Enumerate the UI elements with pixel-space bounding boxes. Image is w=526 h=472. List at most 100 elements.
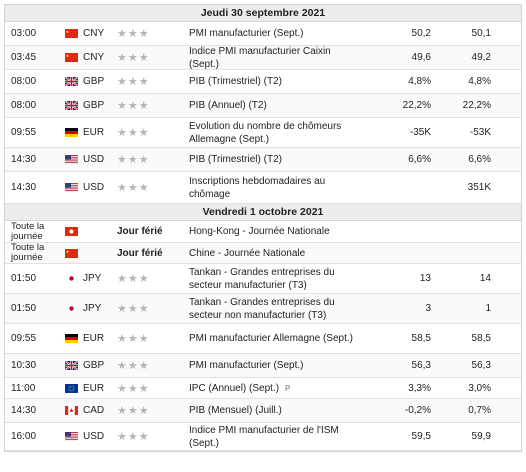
importance-star-icon: ★ xyxy=(127,333,138,345)
event-time: 03:45 xyxy=(11,52,37,63)
event-row[interactable]: 03:45 CNY ★ ★ ★ Indice PMI manufacturier Caix… xyxy=(5,46,521,70)
previous-value xyxy=(435,243,491,263)
event-name[interactable]: Indice PMI manufacturier Caixin (Sept.) xyxy=(189,46,355,70)
actual-value: 6,6% xyxy=(408,154,431,165)
previous-value: 59,9 xyxy=(471,431,491,442)
event-name-text: Hong-Kong - Journée Nationale xyxy=(189,226,330,237)
event-name[interactable]: Tankan - Grandes entreprises du secteur … xyxy=(189,264,355,293)
event-name-text: Chine - Journée Nationale xyxy=(189,247,306,259)
previous-value: 56,3 xyxy=(471,360,491,371)
event-name[interactable]: PIB (Annuel) (T2) xyxy=(189,94,355,117)
event-name-text: Tankan - Grandes entreprises du secteur … xyxy=(189,266,335,291)
event-name[interactable]: Hong-Kong - Journée Nationale xyxy=(189,221,355,242)
event-name[interactable]: IPC (Annuel) (Sept.) P xyxy=(189,378,355,398)
importance-rating: ★ ★ ★ xyxy=(117,324,177,353)
importance-star-icon: ★ xyxy=(117,273,127,285)
importance-star-icon: ★ xyxy=(117,127,127,139)
importance-star-icon: ★ xyxy=(117,76,127,88)
importance-rating: ★ ★ ★ xyxy=(117,399,177,422)
event-name-text: Evolution du nombre de chômeurs Allemagn… xyxy=(189,120,342,145)
event-name-text: PIB (Mensuel) (Juill.) xyxy=(189,405,282,416)
germany-flag-icon xyxy=(65,334,78,343)
event-name[interactable]: Indice PMI manufacturier de l'ISM (Sept.… xyxy=(189,423,355,450)
event-row[interactable]: 01:50 JPY ★ ★ ★ Tankan - Grandes entreprises … xyxy=(5,264,521,294)
importance-star-icon: ★ xyxy=(138,127,149,139)
event-name[interactable]: PIB (Trimestriel) (T2) xyxy=(189,148,355,171)
event-time: 09:55 xyxy=(11,333,37,344)
importance-rating: ★ ★ ★ xyxy=(117,22,177,45)
importance-star-icon: ★ xyxy=(117,303,127,315)
china-flag-icon xyxy=(65,248,78,258)
event-row[interactable]: 16:00 USD ★ ★ ★ Indice PMI manufacturier de l… xyxy=(5,423,521,451)
actual-value: -35K xyxy=(409,127,431,138)
event-name[interactable]: PIB (Trimestriel) (T2) xyxy=(189,70,355,93)
importance-rating: ★ ★ ★ xyxy=(117,148,177,171)
importance-star-icon: ★ xyxy=(127,303,138,315)
actual-value xyxy=(355,243,431,263)
currency-code: USD xyxy=(83,182,105,193)
previous-value: 58,5 xyxy=(471,333,491,344)
currency-code: JPY xyxy=(83,303,102,314)
event-row[interactable]: Toute la journée Jour férié Chine - Journé… xyxy=(5,243,521,264)
currency-code: GBP xyxy=(83,76,105,87)
importance-rating: ★ ★ ★ xyxy=(117,354,177,377)
importance-star-icon: ★ xyxy=(117,182,127,194)
event-row[interactable]: Toute la journée Jour férié Hong-Kong - Jo… xyxy=(5,221,521,243)
importance-star-icon: ★ xyxy=(138,360,149,372)
uk-flag-icon xyxy=(65,361,78,370)
currency-code: JPY xyxy=(83,273,102,284)
event-row[interactable]: 10:30 GBP ★ ★ ★ PMI manufacturier (Sept.) 56,3… xyxy=(5,354,521,378)
previous-value: 6,6% xyxy=(468,154,491,165)
event-row[interactable]: 14:30 USD ★ ★ ★ Inscriptions hebdomadaires au… xyxy=(5,172,521,204)
event-name[interactable]: Evolution du nombre de chômeurs Allemagn… xyxy=(189,118,355,147)
event-time: 11:00 xyxy=(11,382,36,394)
importance-star-icon: ★ xyxy=(138,333,149,345)
event-name[interactable]: Chine - Journée Nationale xyxy=(189,243,355,263)
currency-code: CAD xyxy=(83,405,105,416)
event-name-text: Indice PMI manufacturier de l'ISM (Sept.… xyxy=(189,424,339,449)
event-name[interactable]: PIB (Mensuel) (Juill.) xyxy=(189,399,355,422)
previous-value xyxy=(435,221,491,242)
event-row[interactable]: 08:00 GBP ★ ★ ★ PIB (Trimestriel) (T2) 4,8% 4,8… xyxy=(5,70,521,94)
event-time: 08:00 xyxy=(11,76,37,87)
importance-star-icon: ★ xyxy=(127,405,138,417)
event-row[interactable]: 09:55 EUR ★ ★ ★ Evolution du nombre de chômeu… xyxy=(5,118,521,148)
event-time: 01:50 xyxy=(11,273,37,284)
previous-value: 4,8% xyxy=(468,76,491,87)
event-name[interactable]: PMI manufacturier Allemagne (Sept.) xyxy=(189,324,355,353)
event-row[interactable]: 01:50 JPY ★ ★ ★ Tankan - Grandes entreprises … xyxy=(5,294,521,324)
actual-value: 58,5 xyxy=(411,333,431,344)
event-row[interactable]: 09:55 EUR ★ ★ ★ PMI manufacturier Allemagne (… xyxy=(5,324,521,354)
importance-star-icon: ★ xyxy=(127,127,138,139)
event-time: 16:00 xyxy=(11,431,37,442)
currency-code: GBP xyxy=(83,100,105,111)
importance-rating: ★ ★ ★ xyxy=(117,423,177,450)
importance-rating: ★ ★ ★ xyxy=(117,94,177,117)
importance-rating: ★ ★ ★ xyxy=(117,118,177,147)
event-name[interactable]: Tankan - Grandes entreprises du secteur … xyxy=(189,294,355,323)
event-name-text: PIB (Trimestriel) (T2) xyxy=(189,76,282,87)
actual-value: 22,2% xyxy=(402,100,431,111)
previous-value: 3,0% xyxy=(468,382,491,394)
event-name[interactable]: Inscriptions hebdomadaires au chômage xyxy=(189,172,355,203)
importance-star-icon: ★ xyxy=(138,273,149,285)
currency-code: EUR xyxy=(83,382,105,394)
event-name-text: Inscriptions hebdomadaires au chômage xyxy=(189,175,326,200)
importance-star-icon: ★ xyxy=(138,52,149,64)
event-name[interactable]: PMI manufacturier (Sept.) xyxy=(189,22,355,45)
importance-star-icon: ★ xyxy=(138,405,149,417)
event-row[interactable]: 08:00 GBP ★ ★ ★ PIB (Annuel) (T2) 22,2% 22,2% xyxy=(5,94,521,118)
event-name-text: Tankan - Grandes entreprises du secteur … xyxy=(189,296,335,321)
importance-star-icon: ★ xyxy=(117,360,127,372)
importance-star-icon: ★ xyxy=(117,431,127,443)
japan-flag-icon xyxy=(65,304,78,313)
importance-rating: ★ ★ ★ xyxy=(117,172,177,203)
event-name[interactable]: PMI manufacturier (Sept.) xyxy=(189,354,355,377)
event-row[interactable]: 03:00 CNY ★ ★ ★ PMI manufacturier (Sept.) 50,2… xyxy=(5,22,521,46)
actual-value: 3,3% xyxy=(408,382,431,394)
event-time: 03:00 xyxy=(11,28,37,39)
event-row[interactable]: 11:00 EUR ★ ★ ★ IPC (Annuel) (Sept.) P 3,3% 3,0% xyxy=(5,378,521,399)
importance-rating: ★ ★ ★ xyxy=(117,46,177,69)
event-row[interactable]: 14:30 USD ★ ★ ★ PIB (Trimestriel) (T2) 6,6% 6,6… xyxy=(5,148,521,172)
event-row[interactable]: 14:30 CAD ★ ★ ★ PIB (Mensuel) (Juill.) -0,2% 0,… xyxy=(5,399,521,423)
